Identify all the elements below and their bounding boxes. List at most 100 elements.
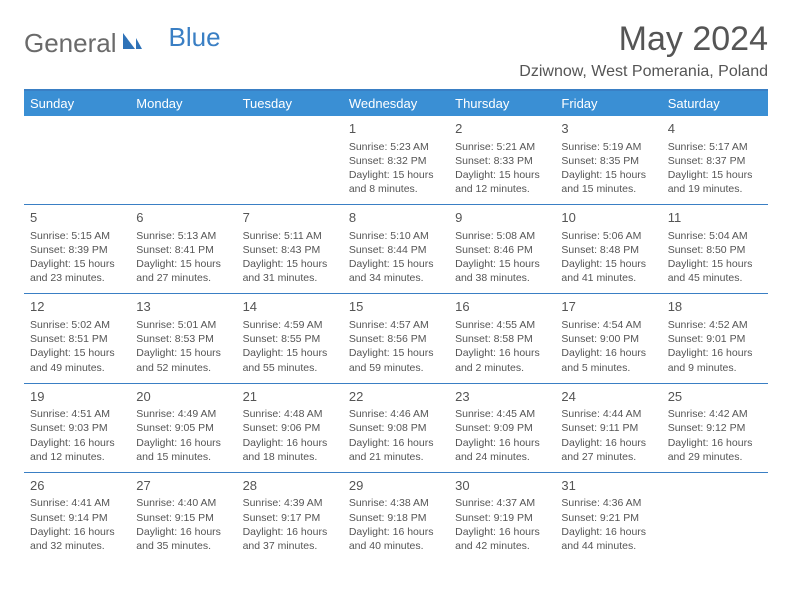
sunrise-text: Sunrise: 5:19 AM	[561, 140, 655, 154]
sunrise-text: Sunrise: 4:55 AM	[455, 318, 549, 332]
sunset-text: Sunset: 8:55 PM	[243, 332, 337, 346]
daylight-text-2: and 49 minutes.	[30, 361, 124, 375]
day-number: 30	[455, 477, 549, 495]
sunset-text: Sunset: 8:39 PM	[30, 243, 124, 257]
calendar-day-cell: 26Sunrise: 4:41 AMSunset: 9:14 PMDayligh…	[24, 472, 130, 561]
sunrise-text: Sunrise: 4:41 AM	[30, 496, 124, 510]
daylight-text-2: and 12 minutes.	[30, 450, 124, 464]
sunrise-text: Sunrise: 4:57 AM	[349, 318, 443, 332]
sunrise-text: Sunrise: 5:08 AM	[455, 229, 549, 243]
calendar-week-row: 26Sunrise: 4:41 AMSunset: 9:14 PMDayligh…	[24, 472, 768, 561]
sunset-text: Sunset: 9:12 PM	[668, 421, 762, 435]
sunset-text: Sunset: 8:58 PM	[455, 332, 549, 346]
daylight-text: Daylight: 16 hours	[561, 346, 655, 360]
sunset-text: Sunset: 8:41 PM	[136, 243, 230, 257]
daylight-text-2: and 44 minutes.	[561, 539, 655, 553]
day-number: 2	[455, 120, 549, 138]
sunset-text: Sunset: 8:33 PM	[455, 154, 549, 168]
day-number: 9	[455, 209, 549, 227]
month-title: May 2024	[519, 20, 768, 59]
daylight-text-2: and 31 minutes.	[243, 271, 337, 285]
weekday-header-row: SundayMondayTuesdayWednesdayThursdayFrid…	[24, 90, 768, 116]
daylight-text: Daylight: 16 hours	[349, 436, 443, 450]
daylight-text: Daylight: 16 hours	[455, 525, 549, 539]
daylight-text: Daylight: 15 hours	[561, 257, 655, 271]
daylight-text: Daylight: 15 hours	[349, 168, 443, 182]
sunrise-text: Sunrise: 5:23 AM	[349, 140, 443, 154]
daylight-text: Daylight: 16 hours	[136, 436, 230, 450]
daylight-text-2: and 41 minutes.	[561, 271, 655, 285]
daylight-text-2: and 42 minutes.	[455, 539, 549, 553]
daylight-text: Daylight: 16 hours	[668, 436, 762, 450]
sunrise-text: Sunrise: 4:39 AM	[243, 496, 337, 510]
logo: General Blue	[24, 20, 221, 59]
sunset-text: Sunset: 8:46 PM	[455, 243, 549, 257]
calendar-week-row: 19Sunrise: 4:51 AMSunset: 9:03 PMDayligh…	[24, 383, 768, 472]
day-number: 21	[243, 388, 337, 406]
daylight-text: Daylight: 16 hours	[243, 525, 337, 539]
calendar-day-cell: 15Sunrise: 4:57 AMSunset: 8:56 PMDayligh…	[343, 294, 449, 383]
day-number: 25	[668, 388, 762, 406]
sunrise-text: Sunrise: 4:54 AM	[561, 318, 655, 332]
day-number: 1	[349, 120, 443, 138]
calendar-day-cell: 22Sunrise: 4:46 AMSunset: 9:08 PMDayligh…	[343, 383, 449, 472]
calendar-day-cell: 1Sunrise: 5:23 AMSunset: 8:32 PMDaylight…	[343, 116, 449, 205]
sunrise-text: Sunrise: 4:37 AM	[455, 496, 549, 510]
calendar-day-cell: 4Sunrise: 5:17 AMSunset: 8:37 PMDaylight…	[662, 116, 768, 205]
header: General Blue May 2024 Dziwnow, West Pome…	[24, 20, 768, 81]
sunrise-text: Sunrise: 4:45 AM	[455, 407, 549, 421]
day-number: 16	[455, 298, 549, 316]
day-number: 31	[561, 477, 655, 495]
daylight-text-2: and 32 minutes.	[30, 539, 124, 553]
day-number: 4	[668, 120, 762, 138]
sunset-text: Sunset: 9:11 PM	[561, 421, 655, 435]
daylight-text-2: and 5 minutes.	[561, 361, 655, 375]
logo-text-blue: Blue	[169, 22, 221, 53]
sunset-text: Sunset: 9:06 PM	[243, 421, 337, 435]
sunset-text: Sunset: 8:51 PM	[30, 332, 124, 346]
daylight-text: Daylight: 15 hours	[30, 346, 124, 360]
calendar-day-cell: 25Sunrise: 4:42 AMSunset: 9:12 PMDayligh…	[662, 383, 768, 472]
daylight-text: Daylight: 15 hours	[136, 346, 230, 360]
weekday-header: Tuesday	[237, 90, 343, 116]
calendar-day-cell: 9 Sunrise: 5:08 AMSunset: 8:46 PMDaylight…	[449, 205, 555, 294]
daylight-text: Daylight: 16 hours	[455, 346, 549, 360]
location: Dziwnow, West Pomerania, Poland	[519, 63, 768, 81]
daylight-text-2: and 27 minutes.	[136, 271, 230, 285]
daylight-text-2: and 15 minutes.	[136, 450, 230, 464]
daylight-text: Daylight: 15 hours	[243, 257, 337, 271]
day-number: 28	[243, 477, 337, 495]
sunset-text: Sunset: 9:14 PM	[30, 511, 124, 525]
calendar-empty-cell	[130, 116, 236, 205]
weekday-header: Saturday	[662, 90, 768, 116]
day-number: 5	[30, 209, 124, 227]
day-number: 29	[349, 477, 443, 495]
sunrise-text: Sunrise: 5:02 AM	[30, 318, 124, 332]
calendar-day-cell: 30Sunrise: 4:37 AMSunset: 9:19 PMDayligh…	[449, 472, 555, 561]
day-number: 10	[561, 209, 655, 227]
daylight-text-2: and 21 minutes.	[349, 450, 443, 464]
daylight-text-2: and 8 minutes.	[349, 182, 443, 196]
daylight-text: Daylight: 15 hours	[455, 168, 549, 182]
calendar-day-cell: 11Sunrise: 5:04 AMSunset: 8:50 PMDayligh…	[662, 205, 768, 294]
daylight-text: Daylight: 16 hours	[243, 436, 337, 450]
calendar-empty-cell	[237, 116, 343, 205]
sunset-text: Sunset: 9:21 PM	[561, 511, 655, 525]
sunset-text: Sunset: 8:37 PM	[668, 154, 762, 168]
daylight-text: Daylight: 16 hours	[30, 525, 124, 539]
daylight-text: Daylight: 16 hours	[455, 436, 549, 450]
calendar-table: SundayMondayTuesdayWednesdayThursdayFrid…	[24, 89, 768, 561]
sunset-text: Sunset: 9:15 PM	[136, 511, 230, 525]
daylight-text: Daylight: 15 hours	[668, 168, 762, 182]
daylight-text: Daylight: 15 hours	[455, 257, 549, 271]
daylight-text: Daylight: 15 hours	[30, 257, 124, 271]
calendar-week-row: 12Sunrise: 5:02 AMSunset: 8:51 PMDayligh…	[24, 294, 768, 383]
logo-text-general: General	[24, 28, 117, 59]
daylight-text-2: and 12 minutes.	[455, 182, 549, 196]
calendar-day-cell: 20Sunrise: 4:49 AMSunset: 9:05 PMDayligh…	[130, 383, 236, 472]
calendar-day-cell: 6Sunrise: 5:13 AMSunset: 8:41 PMDaylight…	[130, 205, 236, 294]
day-number: 14	[243, 298, 337, 316]
daylight-text-2: and 29 minutes.	[668, 450, 762, 464]
calendar-day-cell: 16 Sunrise: 4:55 AMSunset: 8:58 PMDayligh…	[449, 294, 555, 383]
calendar-day-cell: 5Sunrise: 5:15 AMSunset: 8:39 PMDaylight…	[24, 205, 130, 294]
